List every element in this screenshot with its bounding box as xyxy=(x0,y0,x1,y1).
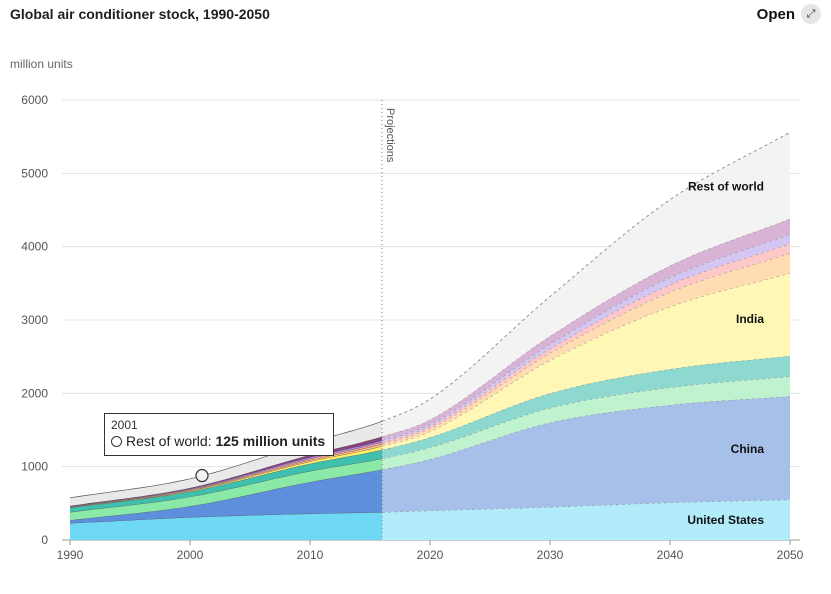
tooltip-line: Rest of world: 125 million units xyxy=(111,433,327,449)
tooltip-series: Rest of world xyxy=(126,433,208,449)
projection-label: Projections xyxy=(384,108,396,163)
area-series-group xyxy=(69,131,791,540)
projection-annotation: Projections xyxy=(381,100,396,540)
x-tick-label: 2050 xyxy=(777,548,804,562)
y-tick-label: 2000 xyxy=(21,386,48,400)
tooltip-value: 125 million units xyxy=(215,433,326,449)
y-tick-label: 3000 xyxy=(21,313,48,327)
china-area xyxy=(70,469,382,524)
x-tick-label: 2010 xyxy=(297,548,324,562)
x-tick-label: 2030 xyxy=(537,548,564,562)
tooltip-separator: : xyxy=(207,433,216,449)
y-axis-unit-label: million units xyxy=(10,57,73,71)
chart-title: Global air conditioner stock, 1990-2050 xyxy=(10,6,270,22)
y-tick-label: 5000 xyxy=(21,166,48,180)
united-states-area xyxy=(70,512,382,540)
tooltip: 2001 Rest of world: 125 million units xyxy=(104,413,334,456)
y-tick-label: 6000 xyxy=(21,93,48,107)
series-8-projection-area xyxy=(382,218,790,441)
x-tick-label: 1990 xyxy=(57,548,84,562)
tooltip-year: 2001 xyxy=(111,418,138,432)
hover-point-marker[interactable] xyxy=(195,468,209,483)
y-tick-label: 0 xyxy=(41,533,48,547)
expand-icon: ⤢ xyxy=(801,4,821,24)
series-label-india: India xyxy=(736,312,764,326)
united-states-projection-area xyxy=(382,499,790,540)
series-label-rest-of-world: Rest of world xyxy=(688,180,764,194)
open-button[interactable]: Open ⤢ xyxy=(757,4,821,24)
y-tick-label: 4000 xyxy=(21,240,48,254)
series-labels: United States China India Rest of world xyxy=(687,180,764,528)
axes: 0 1000 2000 3000 4000 5000 6000 1990 2000 2010 202… xyxy=(21,93,803,562)
series-label-china: China xyxy=(731,442,765,456)
open-button-label: Open xyxy=(756,5,795,23)
rest-of-world-area xyxy=(70,421,382,506)
y-tick-label: 1000 xyxy=(21,460,48,474)
tooltip-dot-icon xyxy=(111,436,122,447)
series-6-projection-area xyxy=(382,243,790,444)
series-3-projection-area xyxy=(382,355,790,459)
x-tick-label: 2040 xyxy=(657,548,684,562)
series-3-area xyxy=(70,449,382,513)
x-tick-label: 2020 xyxy=(417,548,444,562)
series-boundary-line xyxy=(381,131,791,422)
series-2-area xyxy=(70,458,382,521)
china-projection-area xyxy=(382,396,790,513)
x-tick-label: 2000 xyxy=(177,548,204,562)
rest-of-world-projection-area xyxy=(382,132,790,437)
india-projection-area xyxy=(382,273,790,450)
series-5-projection-area xyxy=(382,253,790,447)
series-label-united-states: United States xyxy=(687,513,764,527)
series-2-projection-area xyxy=(382,376,790,470)
